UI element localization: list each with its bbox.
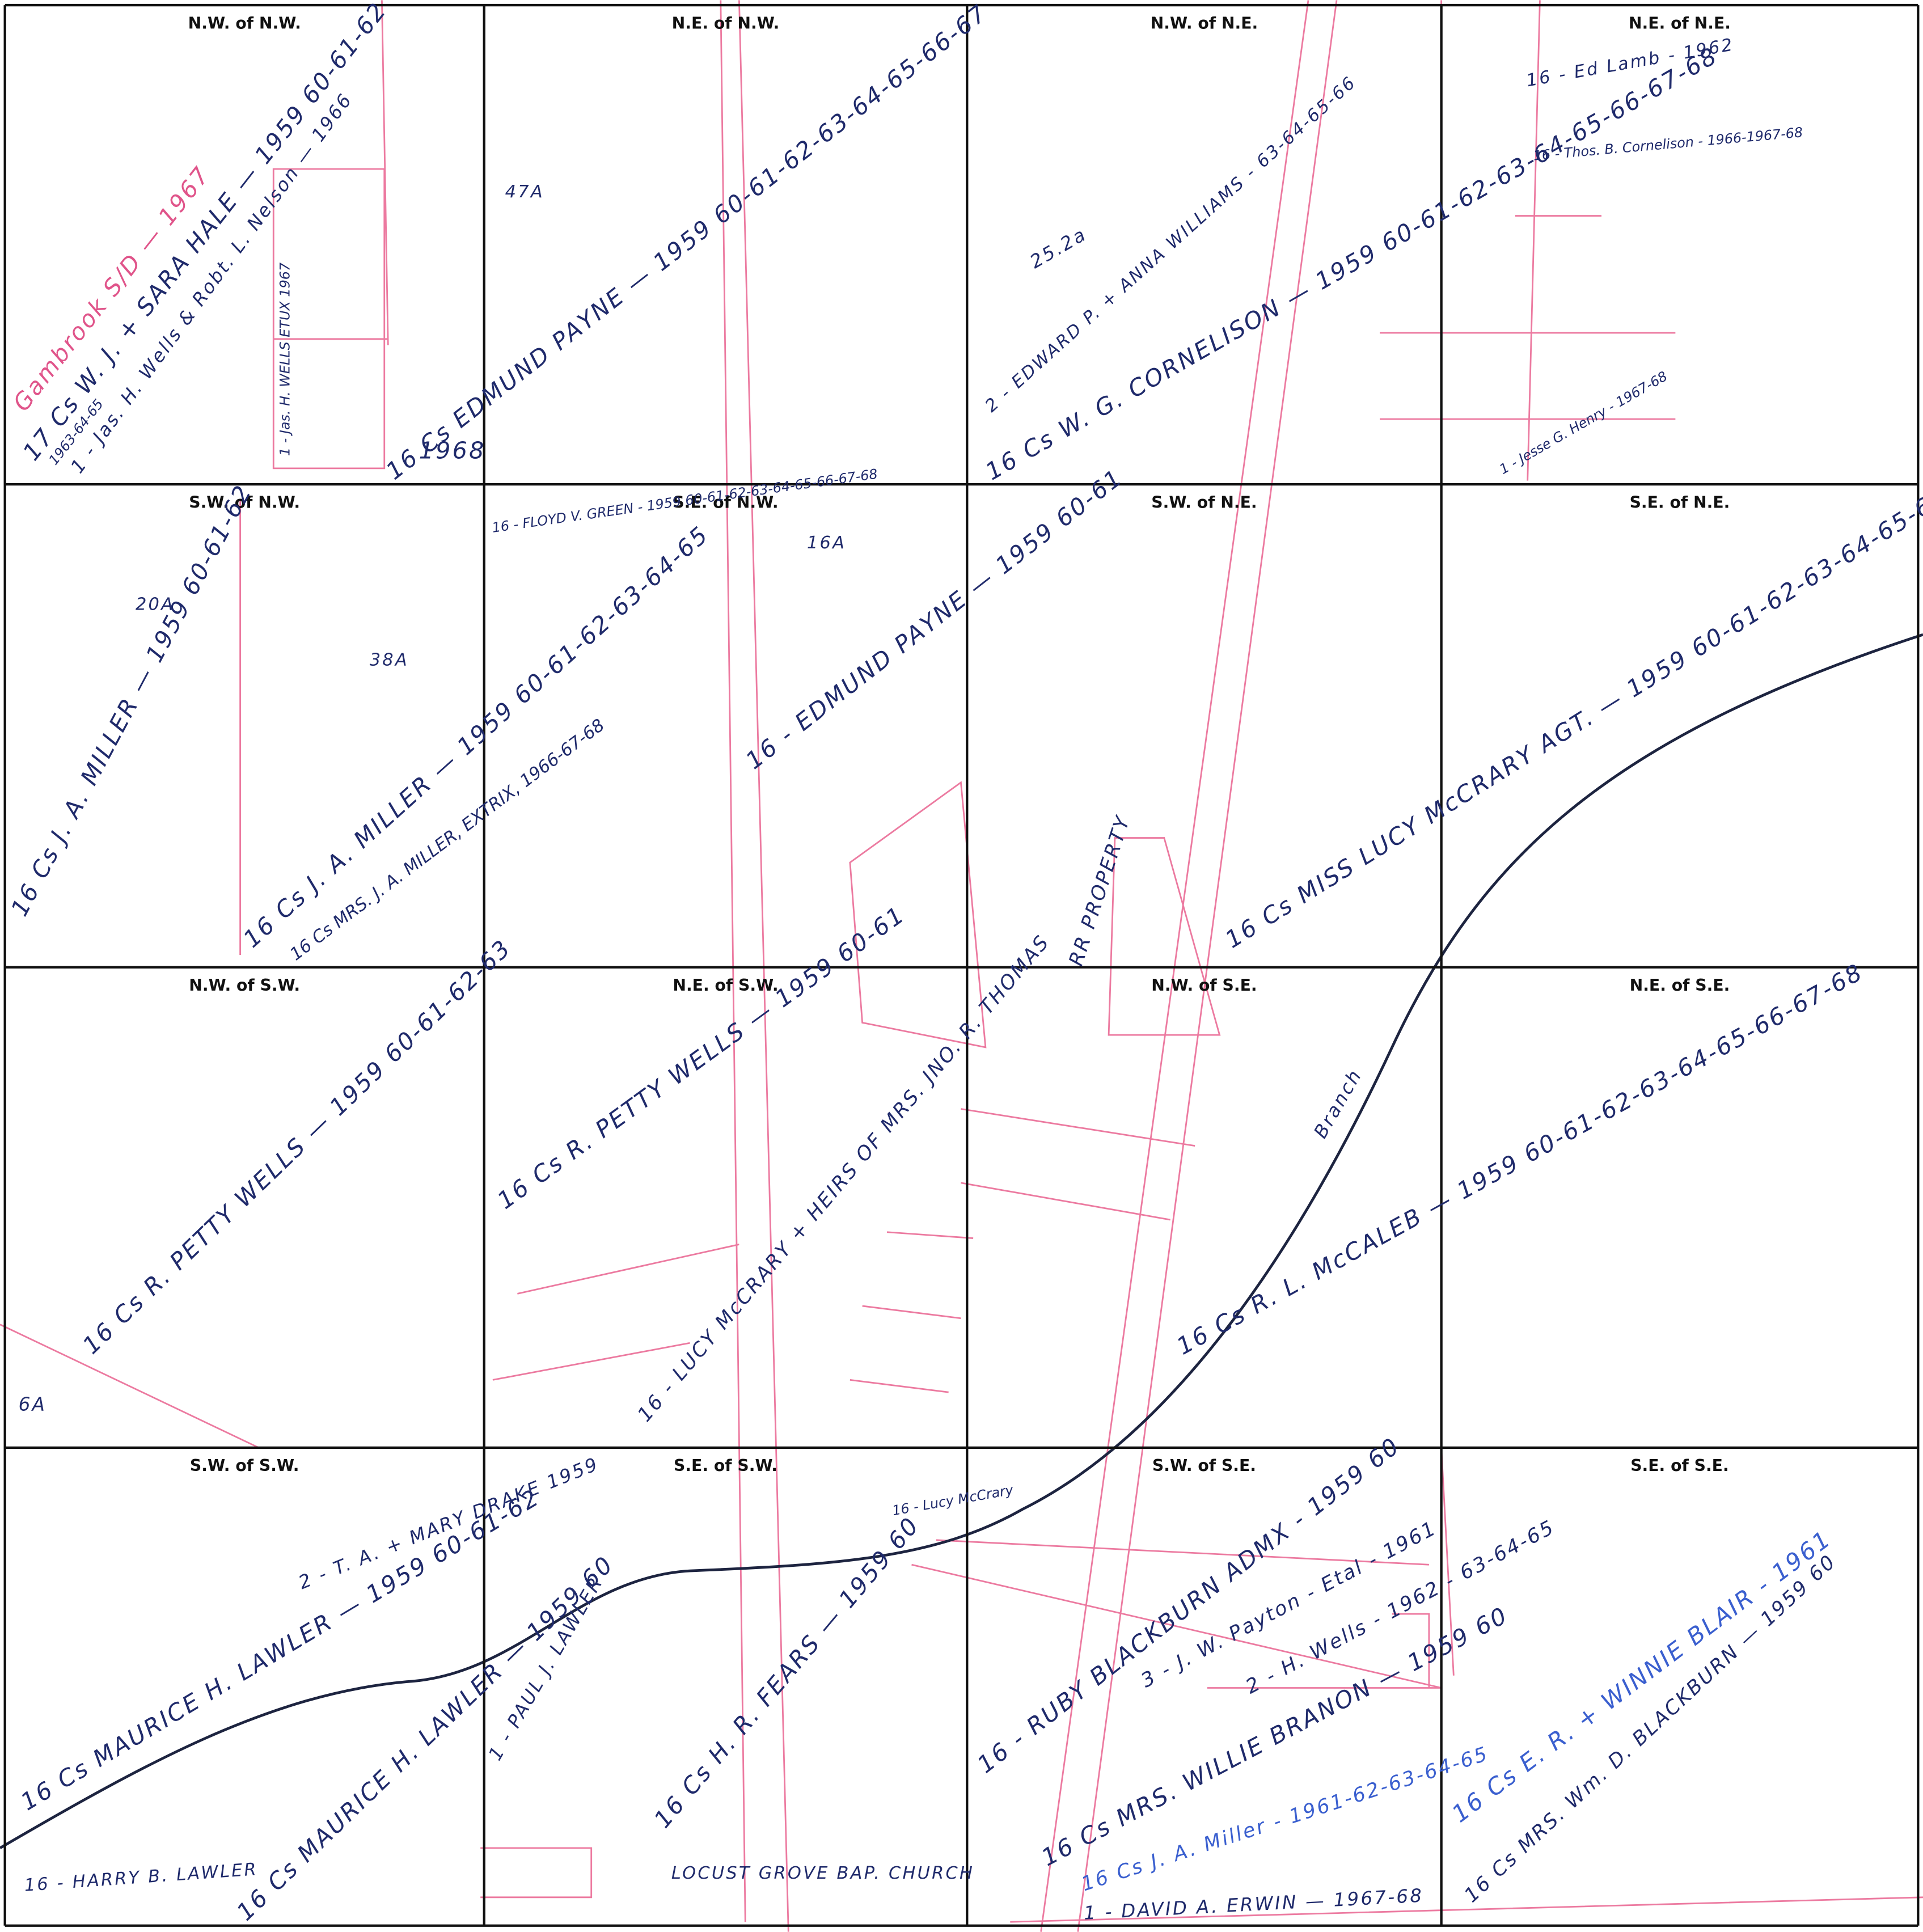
- annotation: 16A: [807, 533, 846, 553]
- section-label: S.E. of N.W.: [673, 493, 778, 511]
- annotation: 1 - Jas. H. WELLS ETUX 1967: [277, 263, 293, 456]
- section-label: S.W. of S.W.: [190, 1456, 299, 1475]
- section-label: S.E. of N.E.: [1630, 493, 1730, 511]
- annotation: 20A: [136, 595, 175, 615]
- section-label: N.W. of S.E.: [1151, 976, 1257, 995]
- annotation: LOCUST GROVE BAP. CHURCH: [671, 1863, 974, 1883]
- section-label: N.W. of N.W.: [188, 14, 301, 32]
- annotation: 6A: [19, 1394, 47, 1415]
- section-label: N.E. of S.E.: [1630, 976, 1730, 995]
- section-label: S.W. of N.W.: [189, 493, 300, 511]
- annotation: 1968: [419, 437, 486, 464]
- section-label: S.E. of S.E.: [1630, 1456, 1729, 1475]
- section-label: N.E. of N.E.: [1629, 14, 1731, 32]
- section-label: S.W. of S.E.: [1152, 1456, 1256, 1475]
- section-label: N.E. of N.W.: [672, 14, 780, 32]
- section-labels: N.W. of N.W. N.E. of N.W. N.W. of N.E. N.E.…: [188, 14, 1731, 1475]
- section-label: S.E. of S.W.: [674, 1456, 777, 1475]
- section-label: N.W. of N.E.: [1151, 14, 1258, 32]
- annotation: 38A: [370, 650, 409, 670]
- annotation: 47A: [505, 182, 544, 202]
- section-label: N.E. of S.W.: [673, 976, 778, 995]
- section-label: S.W. of N.E.: [1151, 493, 1257, 511]
- section-label: N.W. of S.W.: [189, 976, 300, 995]
